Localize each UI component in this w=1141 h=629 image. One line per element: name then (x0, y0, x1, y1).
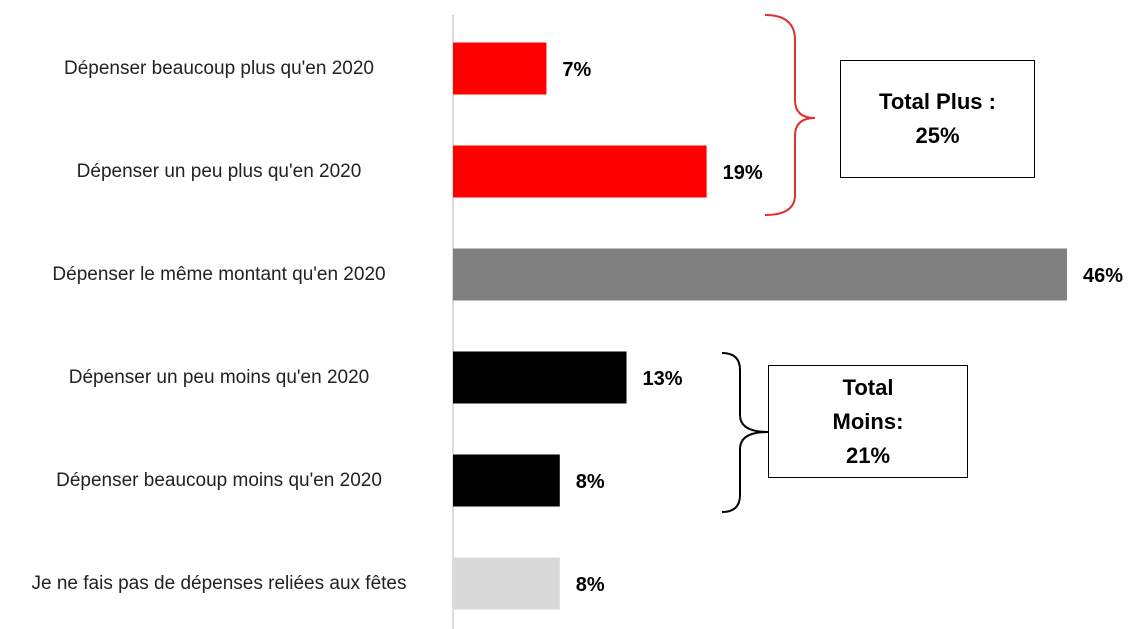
annotation-box: Total Moins: 21% (768, 365, 968, 478)
annotation-line: 21% (845, 442, 891, 468)
value-label: 46% (1083, 265, 1123, 287)
annotation-box: Total Plus : 25% (840, 60, 1035, 178)
category-label: Je ne fais pas de dépenses reliées aux f… (31, 572, 407, 594)
bar (453, 351, 627, 404)
bar (453, 42, 547, 95)
category-label: Dépenser beaucoup moins qu'en 2020 (56, 469, 382, 491)
value-label: 8% (576, 471, 605, 493)
value-label: 13% (643, 368, 683, 390)
category-label: Dépenser un peu moins qu'en 2020 (68, 366, 370, 388)
annotation-line: Moins: (832, 408, 904, 434)
category-label: Dépenser le même montant qu'en 2020 (52, 263, 386, 285)
brace-moins (721, 352, 769, 513)
bar (453, 557, 560, 610)
category-label: Dépenser un peu plus qu'en 2020 (76, 160, 362, 182)
brace-plus (764, 14, 816, 216)
value-label: 7% (562, 59, 591, 81)
annotation-line: 25% (915, 123, 960, 148)
bar (453, 145, 707, 198)
annotation-line: Total Plus : (879, 89, 996, 114)
bar (453, 454, 560, 507)
value-label: 8% (576, 574, 605, 596)
annotation-line: Total (842, 374, 894, 400)
bar (453, 248, 1067, 301)
value-label: 19% (723, 162, 763, 184)
category-label: Dépenser beaucoup plus qu'en 2020 (64, 57, 374, 79)
